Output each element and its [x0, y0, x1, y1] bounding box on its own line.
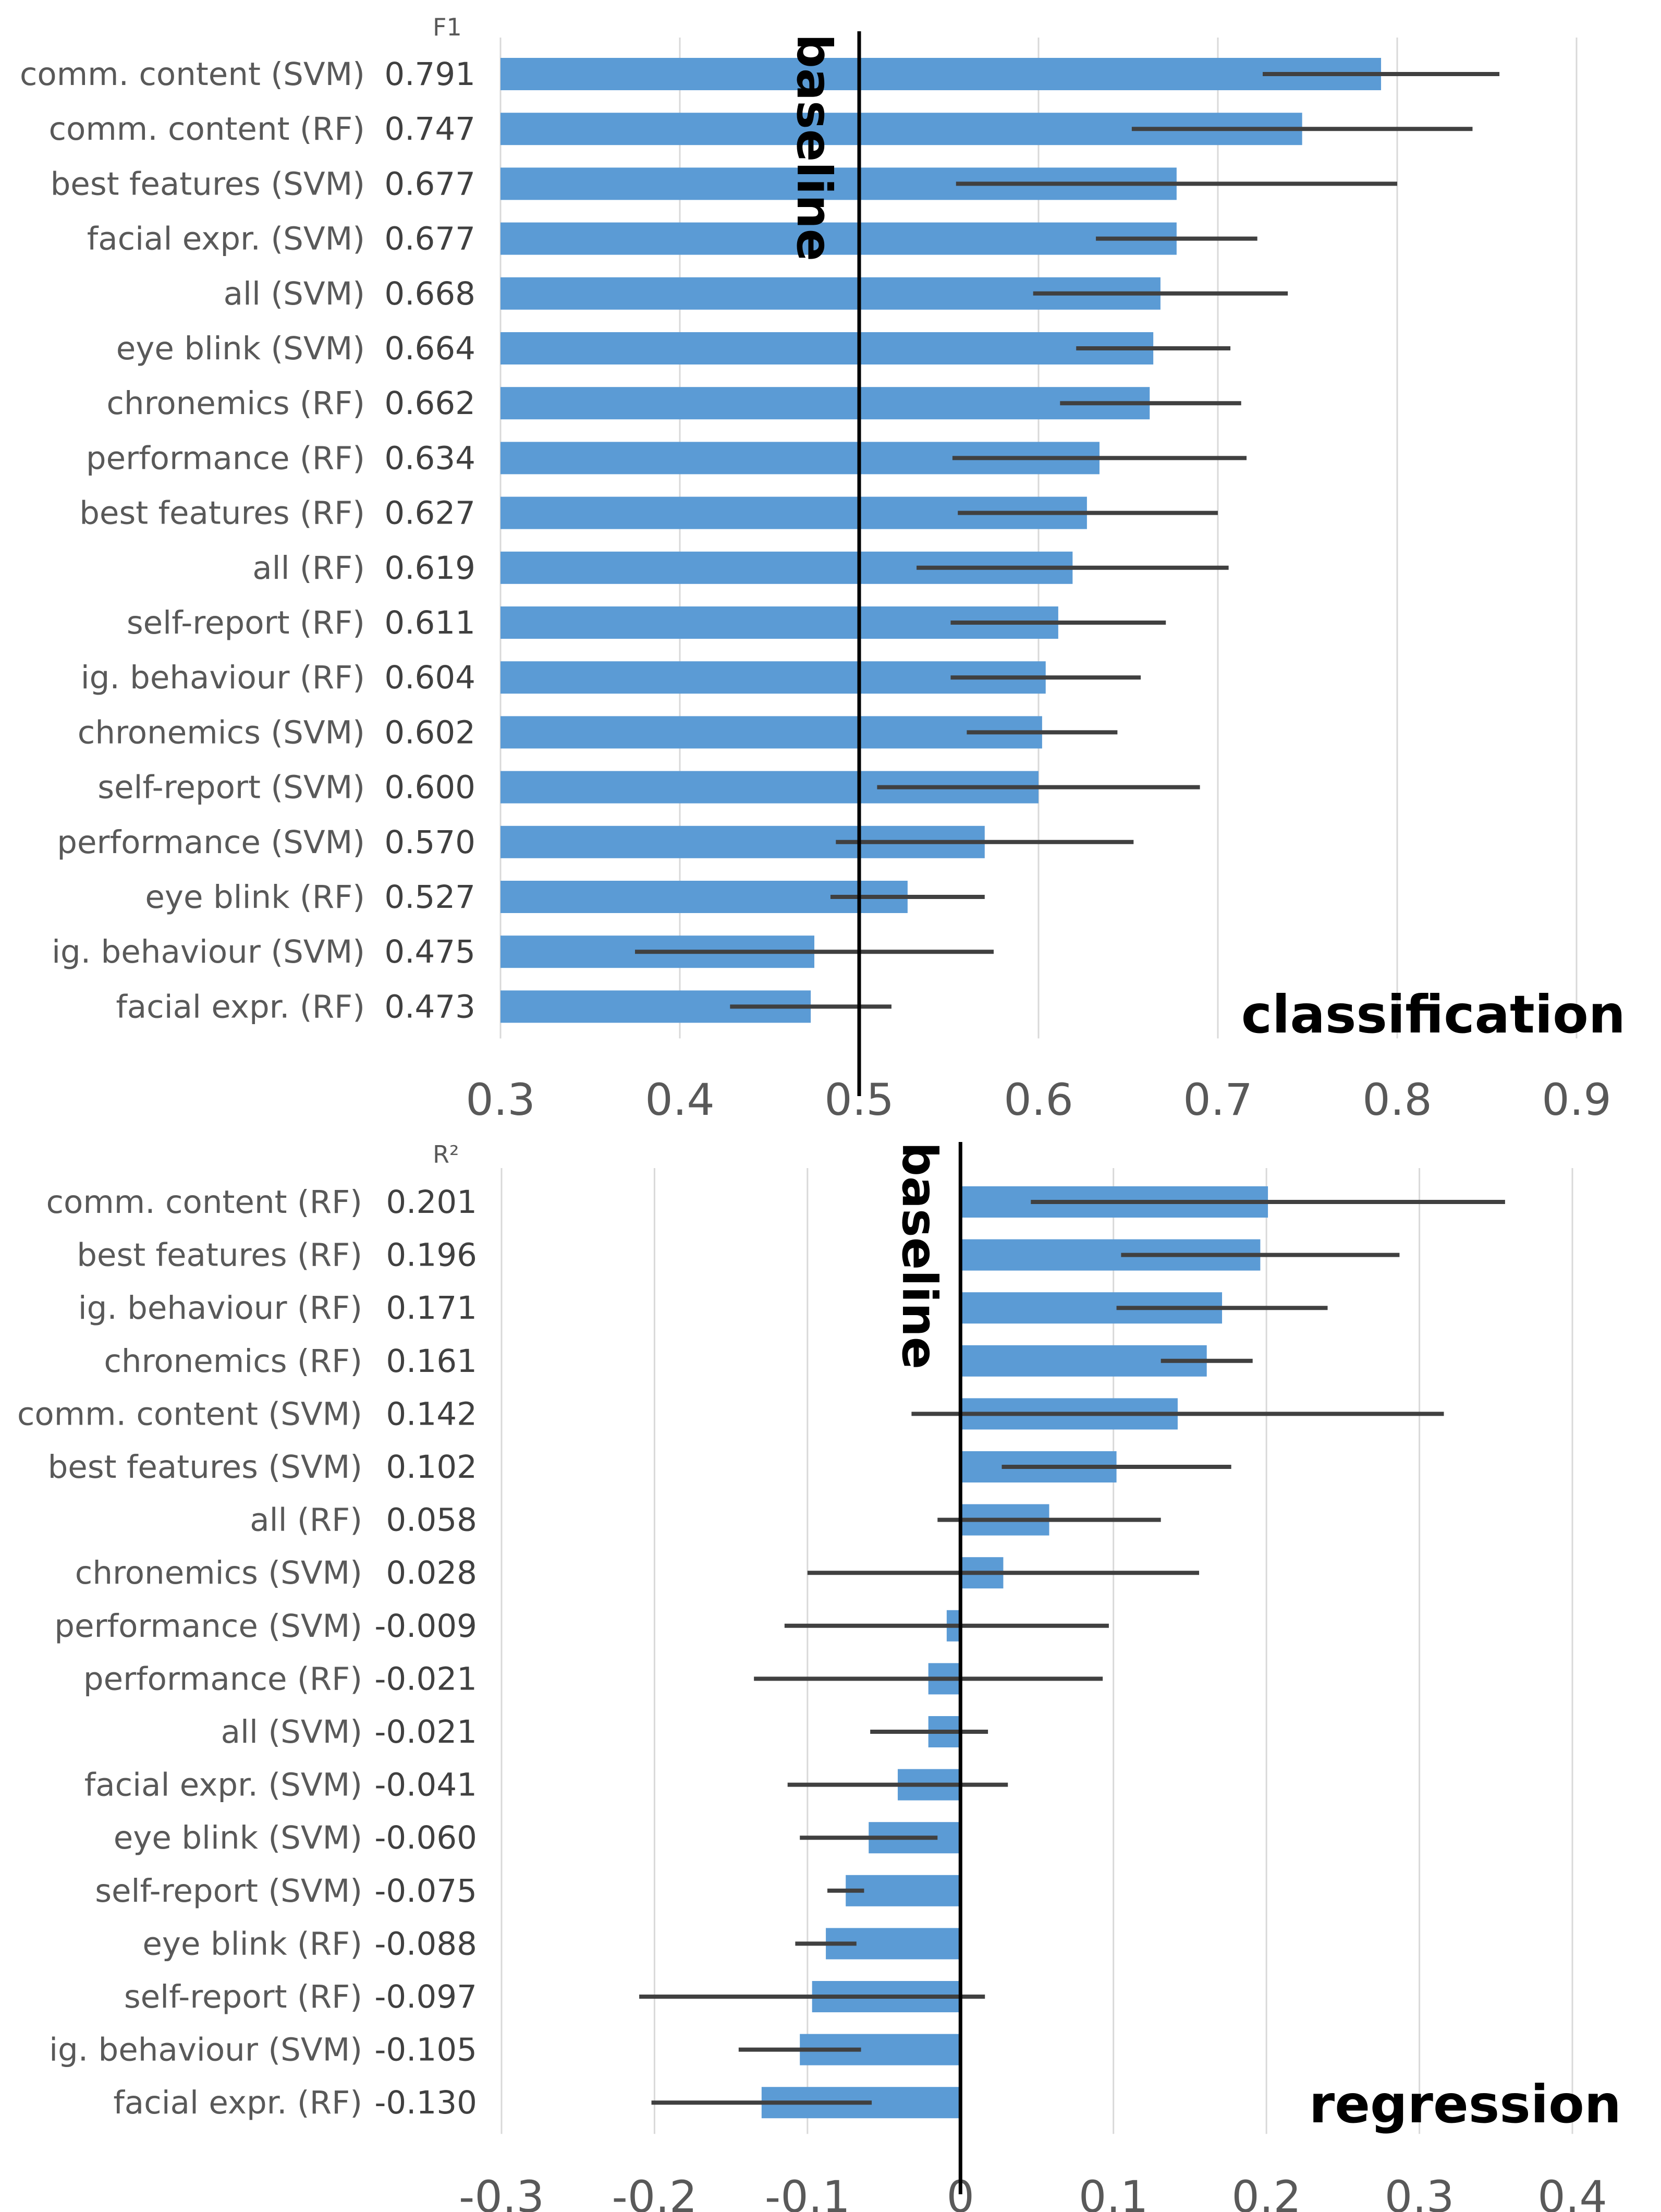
panel-label: regression	[1309, 2074, 1621, 2135]
bar	[500, 716, 1042, 749]
row-label: performance (RF)	[83, 1660, 362, 1697]
row-label: chronemics (SVM)	[75, 1554, 362, 1591]
row-value: 0.602	[384, 714, 475, 751]
metric-label: R²	[433, 1140, 459, 1169]
bar	[500, 332, 1154, 364]
row-label: performance (RF)	[86, 440, 365, 477]
x-tick-label: 0.4	[1537, 2171, 1607, 2212]
row-value: 0.142	[386, 1395, 477, 1432]
row-value: 0.634	[384, 440, 475, 477]
row-value: -0.088	[374, 1925, 477, 1962]
row-label: facial expr. (RF)	[113, 2084, 362, 2121]
row-label: best features (RF)	[77, 1237, 362, 1274]
x-tick-label: 0.6	[1004, 1074, 1073, 1125]
row-label: comm. content (RF)	[46, 1184, 363, 1221]
row-value: -0.130	[374, 2084, 477, 2121]
x-tick-label: 0.8	[1362, 1074, 1432, 1125]
baseline-label: baseline	[786, 34, 842, 261]
row-label: self-report (RF)	[127, 604, 365, 641]
row-value: 0.604	[384, 659, 475, 696]
row-label: best features (SVM)	[48, 1449, 362, 1486]
row-value: 0.677	[384, 221, 475, 258]
bar	[500, 58, 1382, 90]
row-label: self-report (RF)	[124, 1978, 362, 2015]
row-value: -0.097	[374, 1978, 477, 2015]
row-value: 0.619	[384, 550, 475, 587]
row-label: self-report (SVM)	[95, 1873, 362, 1910]
x-tick-label: 0.4	[645, 1074, 715, 1125]
row-label: eye blink (SVM)	[114, 1819, 362, 1856]
row-label: chronemics (RF)	[106, 385, 365, 422]
row-label: all (SVM)	[224, 275, 365, 312]
row-label: all (RF)	[252, 550, 365, 587]
x-tick-label: 0.3	[466, 1074, 535, 1125]
row-value: 0.747	[384, 111, 475, 148]
row-value: 0.677	[384, 165, 475, 202]
row-label: self-report (SVM)	[97, 769, 365, 806]
x-tick-label: 0.2	[1231, 2171, 1301, 2212]
row-value: 0.791	[384, 56, 475, 93]
row-value: 0.473	[384, 988, 475, 1025]
x-tick-label: 0.7	[1183, 1074, 1253, 1125]
bar	[846, 1875, 961, 1906]
row-label: ig. behaviour (SVM)	[49, 2032, 362, 2069]
row-label: chronemics (SVM)	[78, 714, 365, 751]
row-label: ig. behaviour (RF)	[78, 1290, 362, 1327]
row-label: facial expr. (SVM)	[84, 1767, 362, 1804]
row-value: 0.627	[384, 495, 475, 532]
row-value: 0.475	[384, 933, 475, 970]
row-label: performance (SVM)	[57, 824, 365, 861]
row-value: -0.075	[374, 1873, 477, 1910]
row-label: facial expr. (SVM)	[87, 221, 365, 258]
row-value: 0.058	[386, 1502, 477, 1539]
row-value: 0.600	[384, 769, 475, 806]
row-label: performance (SVM)	[54, 1608, 362, 1645]
row-value: 0.028	[386, 1554, 477, 1591]
row-value: -0.021	[374, 1660, 477, 1697]
row-value: 0.668	[384, 275, 475, 312]
row-value: 0.662	[384, 385, 475, 422]
row-label: eye blink (SVM)	[116, 330, 365, 367]
panel-label: classification	[1241, 984, 1626, 1045]
row-label: comm. content (RF)	[49, 111, 365, 148]
row-value: 0.102	[386, 1449, 477, 1486]
row-label: eye blink (RF)	[145, 879, 365, 916]
row-value: 0.570	[384, 824, 475, 861]
row-label: comm. content (SVM)	[20, 56, 365, 93]
row-label: chronemics (RF)	[104, 1343, 362, 1380]
x-tick-label: -0.2	[612, 2171, 697, 2212]
x-tick-label: 0.1	[1079, 2171, 1149, 2212]
row-value: -0.060	[374, 1819, 477, 1856]
row-value: 0.611	[384, 604, 475, 641]
row-label: best features (SVM)	[51, 165, 365, 202]
row-label: ig. behaviour (RF)	[81, 659, 365, 696]
x-tick-label: 0.9	[1542, 1074, 1611, 1125]
bar	[500, 222, 1177, 255]
x-tick-label: -0.3	[459, 2171, 544, 2212]
row-value: 0.527	[384, 879, 475, 916]
row-label: ig. behaviour (SVM)	[52, 933, 365, 970]
row-label: facial expr. (RF)	[116, 988, 365, 1025]
row-value: 0.161	[386, 1343, 477, 1380]
metric-label: F1	[433, 13, 462, 41]
row-value: -0.021	[374, 1713, 477, 1751]
row-value: 0.664	[384, 330, 475, 367]
row-label: comm. content (SVM)	[17, 1395, 362, 1432]
row-label: all (SVM)	[221, 1713, 362, 1751]
x-tick-label: -0.1	[765, 2171, 850, 2212]
row-value: 0.196	[386, 1237, 477, 1274]
row-value: -0.041	[374, 1767, 477, 1804]
row-label: all (RF)	[250, 1502, 362, 1539]
baseline-label: baseline	[891, 1142, 947, 1369]
row-value: 0.171	[386, 1290, 477, 1327]
row-value: 0.201	[386, 1184, 477, 1221]
x-tick-label: 0.3	[1385, 2171, 1455, 2212]
row-value: -0.105	[374, 2032, 477, 2069]
row-label: eye blink (RF)	[142, 1925, 362, 1962]
row-label: best features (RF)	[79, 495, 365, 532]
row-value: -0.009	[374, 1608, 477, 1645]
bar	[500, 387, 1150, 420]
